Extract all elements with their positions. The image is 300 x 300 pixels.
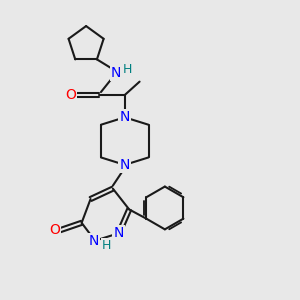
Text: N: N xyxy=(114,226,124,240)
Text: O: O xyxy=(65,88,76,102)
Text: H: H xyxy=(122,63,132,76)
Text: N: N xyxy=(119,110,130,124)
Text: H: H xyxy=(102,238,111,252)
Text: N: N xyxy=(88,234,99,248)
Text: O: O xyxy=(50,223,60,237)
Text: N: N xyxy=(119,158,130,172)
Text: N: N xyxy=(111,66,121,80)
